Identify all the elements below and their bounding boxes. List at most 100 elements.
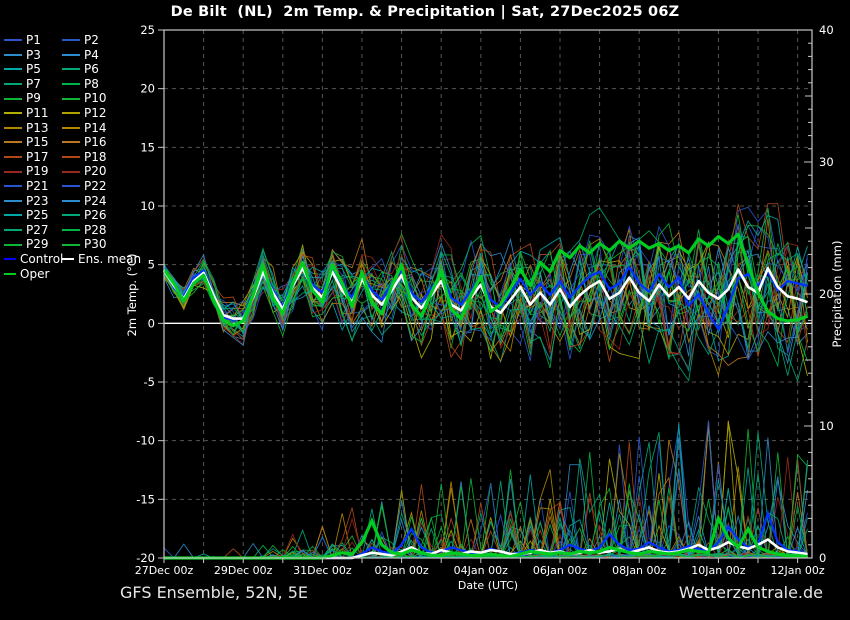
legend-item-p6: P6 [62,62,141,77]
legend-line-swatch [62,53,80,56]
legend-column-left: P1 P3 P5 P7 P9 P11 P13 P15 P17 P19 P21 P23 P25 P27 P29… [4,33,63,281]
legend-line-swatch [4,112,22,115]
legend-line-swatch [4,199,22,202]
legend-label: P4 [84,47,99,62]
legend-item-p11: P11 [4,106,63,121]
legend-label: P12 [84,105,107,120]
legend-item-p5: P5 [4,62,63,77]
temp-tick-label: 15 [140,140,155,154]
precip-tick-label: 20 [819,287,834,301]
date-tick-label: 10Jan 00z [691,564,745,577]
legend-line-swatch [62,214,80,217]
legend-label: P14 [84,120,107,135]
legend-item-p10: P10 [62,91,141,106]
legend-label: P5 [26,62,41,77]
date-tick-label: 27Dec 00z [135,564,194,577]
precip-tick-label: 40 [819,23,834,37]
legend-line-swatch [62,156,80,159]
member-temp-line [163,238,808,377]
legend-item-p15: P15 [4,135,63,150]
legend-label: P30 [84,237,107,252]
date-tick-label: 02Jan 00z [374,564,428,577]
legend-item-p25: P25 [4,208,63,223]
legend-label: P11 [26,105,49,120]
date-tick-label: 06Jan 00z [533,564,587,577]
legend-line-swatch [62,229,80,232]
date-tick-label: 29Dec 00z [214,564,273,577]
legend-item-p24: P24 [62,194,141,209]
legend-line-swatch [62,97,80,100]
legend-label: P10 [84,91,107,106]
legend-label: P22 [84,178,107,193]
legend-line-swatch [4,243,22,246]
legend-label: P7 [26,76,41,91]
chart-title: De Bilt (NL) 2m Temp. & Precipitation | … [170,4,680,20]
legend-item-p23: P23 [4,194,63,209]
legend-line-swatch [62,258,74,261]
legend-line-swatch [4,229,22,232]
temp-tick-label: 25 [140,23,155,37]
legend-label: P15 [26,135,49,150]
legend-item-control: Control [4,252,63,267]
legend-label: P20 [84,164,107,179]
legend-label: P1 [26,33,41,47]
legend-line-swatch [62,243,80,246]
legend-item-p12: P12 [62,106,141,121]
legend-label: P23 [26,193,49,208]
legend-item-p7: P7 [4,77,63,92]
axis-ticks [158,29,812,563]
legend-label: P6 [84,62,99,77]
member-temp-line [163,246,808,365]
legend-label: P21 [26,178,49,193]
temp-tick-label: 0 [148,316,155,330]
legend-label: P24 [84,193,107,208]
legend-line-swatch [62,185,80,188]
date-tick-label: 12Jan 00z [770,564,824,577]
legend-label: P18 [84,149,107,164]
legend-item-p9: P9 [4,91,63,106]
legend-label: P3 [26,47,41,62]
legend-label: P9 [26,91,41,106]
date-tick-label: 31Dec 00z [293,564,352,577]
member-temp-line [163,222,808,343]
legend-item-p26: P26 [62,208,141,223]
legend-label: Ens. mean [78,251,142,266]
legend-item-oper: Oper [4,267,63,282]
legend-line-swatch [4,68,22,71]
legend-line-swatch [62,68,80,71]
precip-tick-label: 10 [819,419,834,433]
temp-tick-label: -10 [136,434,155,448]
legend-label: P17 [26,149,49,164]
legend-line-swatch [4,126,22,129]
legend-label: P28 [84,222,107,237]
legend-line-swatch [62,141,80,144]
x-axis-label: Date (UTC) [458,579,518,592]
legend-line-swatch [4,141,22,144]
legend-item-p21: P21 [4,179,63,194]
legend-line-swatch [4,39,22,42]
temp-tick-label: 20 [140,82,155,96]
legend-label: P29 [26,237,49,252]
temp-tick-label: 10 [140,199,155,213]
legend-label: P26 [84,208,107,223]
legend-line-swatch [4,53,22,56]
legend-item-p2: P2 [62,33,141,48]
legend-item-p4: P4 [62,48,141,63]
legend-item-p8: P8 [62,77,141,92]
legend-item-p13: P13 [4,121,63,136]
y-axis-label-temp: 2m Temp. (°C) [125,254,139,337]
precip-tick-label: 30 [819,155,834,169]
legend-line-swatch [4,185,22,188]
legend-item-p30: P30 [62,237,141,252]
oper-temp-line [162,232,809,328]
footer-site-credit: Wetterzentrale.de [678,583,823,602]
legend-item-p28: P28 [62,223,141,238]
legend-item-p27: P27 [4,223,63,238]
legend-column-right: P2 P4 P6 P8 P10 P12 P14 P16 P18 P20 P22 P24 P26 P28 P3… [62,33,141,267]
temp-tick-label: 5 [148,258,155,272]
legend-item-p29: P29 [4,237,63,252]
legend-label: Oper [20,266,50,281]
date-tick-label: 08Jan 00z [612,564,666,577]
